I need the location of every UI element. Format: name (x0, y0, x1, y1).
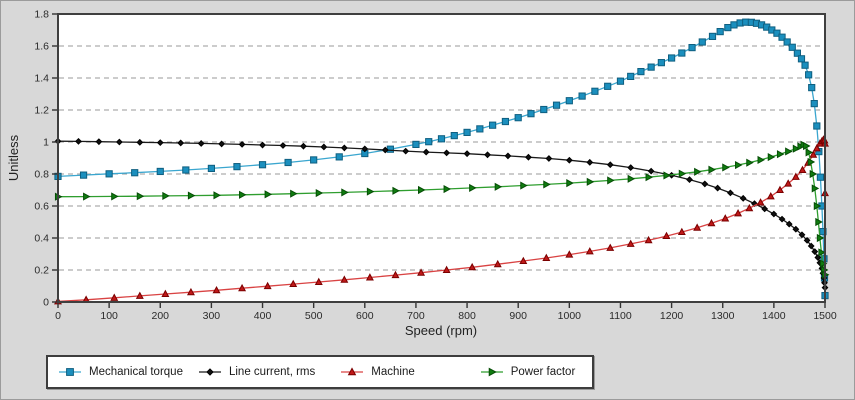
legend-item-power-factor: Power factor (479, 366, 576, 378)
svg-text:0.2: 0.2 (34, 265, 49, 277)
legend-item-line-current: Line current, rms (197, 366, 315, 378)
svg-text:1.8: 1.8 (34, 9, 49, 21)
svg-text:600: 600 (356, 310, 374, 322)
machine-marker-icon (339, 366, 365, 378)
x-axis-title: Speed (rpm) (405, 323, 477, 338)
svg-text:1200: 1200 (660, 310, 684, 322)
plot-area: 0 100 200 300 400 500 600 700 800 900 1000 1100 1200… (34, 9, 836, 323)
legend-box: Mechanical torque Line current, rms Mach… (46, 355, 594, 389)
svg-text:1100: 1100 (609, 310, 632, 322)
legend-label: Mechanical torque (89, 366, 183, 378)
svg-text:700: 700 (407, 310, 425, 322)
svg-text:0: 0 (55, 310, 61, 322)
svg-text:1.6: 1.6 (34, 41, 49, 53)
legend-item-mechanical-torque: Mechanical torque (57, 366, 183, 378)
svg-text:0.6: 0.6 (34, 201, 49, 213)
line-current-marker-icon (197, 366, 223, 378)
svg-text:1300: 1300 (711, 310, 735, 322)
mechanical-torque-marker-icon (57, 366, 83, 378)
svg-text:900: 900 (509, 310, 527, 322)
svg-text:1400: 1400 (762, 310, 786, 322)
svg-text:100: 100 (100, 310, 118, 322)
svg-text:1.4: 1.4 (34, 73, 49, 85)
svg-text:0: 0 (43, 297, 49, 309)
svg-text:500: 500 (305, 310, 323, 322)
svg-text:1000: 1000 (558, 310, 582, 322)
svg-text:1: 1 (43, 137, 49, 149)
svg-text:300: 300 (203, 310, 221, 322)
svg-text:0.8: 0.8 (34, 169, 49, 181)
legend-label: Power factor (510, 366, 576, 378)
svg-text:200: 200 (152, 310, 170, 322)
legend-label: Line current, rms (228, 366, 316, 378)
svg-text:0.4: 0.4 (34, 233, 49, 245)
y-axis-title: Unitless (6, 134, 21, 181)
legend-item-machine: Machine (339, 366, 415, 378)
legend-label: Machine (371, 366, 415, 378)
svg-text:1500: 1500 (813, 310, 837, 322)
power-factor-marker-icon (479, 366, 505, 378)
svg-text:800: 800 (458, 310, 476, 322)
svg-text:400: 400 (254, 310, 272, 322)
torque-speed-chart: 0 100 200 300 400 500 600 700 800 900 1000 1100 1200… (6, 9, 837, 339)
svg-text:1.2: 1.2 (34, 105, 49, 117)
